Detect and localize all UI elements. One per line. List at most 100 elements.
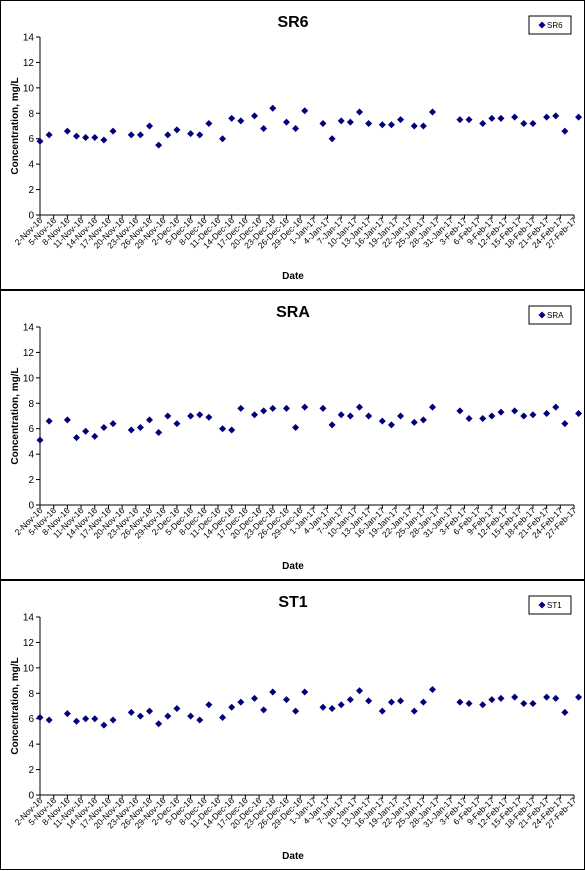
data-point bbox=[520, 119, 528, 127]
data-point bbox=[73, 132, 81, 140]
data-point bbox=[410, 707, 418, 715]
x-axis-title: Date bbox=[282, 561, 304, 572]
data-point bbox=[100, 423, 108, 431]
y-tick-label: 4 bbox=[28, 740, 34, 751]
data-point bbox=[346, 696, 354, 704]
data-point bbox=[419, 122, 427, 130]
legend-marker bbox=[538, 21, 546, 29]
data-point bbox=[561, 127, 569, 135]
data-point bbox=[136, 712, 144, 720]
chart-panel-sr6: SR6 0 2 4 6 8 10 12 14 2-Nov-16 5-Nov-16 8-Nov-16 11… bbox=[0, 0, 585, 290]
data-point bbox=[155, 429, 163, 437]
data-point bbox=[511, 693, 519, 701]
data-point bbox=[456, 698, 464, 706]
y-tick-label: 6 bbox=[28, 714, 34, 725]
data-point bbox=[378, 707, 386, 715]
chart-title-st1: ST1 bbox=[278, 594, 307, 611]
data-point bbox=[543, 409, 551, 417]
data-point bbox=[100, 721, 108, 729]
data-point bbox=[187, 130, 195, 138]
data-point bbox=[479, 701, 487, 709]
data-point bbox=[328, 421, 336, 429]
data-point bbox=[269, 688, 277, 696]
data-point bbox=[127, 426, 135, 434]
data-point bbox=[63, 127, 71, 135]
data-point bbox=[497, 408, 505, 416]
data-point bbox=[205, 413, 213, 421]
data-point bbox=[561, 708, 569, 716]
data-point bbox=[228, 703, 236, 711]
y-tick-label: 0 bbox=[28, 791, 34, 802]
data-point bbox=[301, 403, 309, 411]
y-tick-label: 0 bbox=[28, 501, 34, 512]
data-point bbox=[337, 411, 345, 419]
legend-box bbox=[528, 305, 572, 325]
data-point bbox=[82, 133, 90, 141]
data-point bbox=[319, 703, 327, 711]
legend: ST1 bbox=[528, 595, 572, 615]
data-point bbox=[36, 713, 44, 721]
data-point bbox=[465, 116, 473, 124]
chart-panel-st1: ST1 0 2 4 6 8 10 12 14 2-Nov-16 5-Nov-16 8-Nov-16 11… bbox=[0, 580, 585, 870]
chart-svg-st1: ST1024681012142-Nov-165-Nov-168-Nov-1611… bbox=[10, 594, 583, 862]
data-point bbox=[497, 114, 505, 122]
data-point bbox=[173, 420, 181, 428]
data-point bbox=[410, 122, 418, 130]
y-tick-label: 10 bbox=[23, 83, 35, 94]
data-point bbox=[219, 425, 227, 433]
data-point bbox=[575, 409, 583, 417]
data-point bbox=[355, 403, 363, 411]
legend-label: SR6 bbox=[547, 21, 563, 30]
data-point bbox=[488, 696, 496, 704]
data-point bbox=[219, 135, 227, 143]
data-point bbox=[91, 432, 99, 440]
data-point bbox=[292, 423, 300, 431]
data-point bbox=[365, 412, 373, 420]
data-point bbox=[136, 423, 144, 431]
y-tick-label: 14 bbox=[23, 33, 35, 44]
data-point bbox=[319, 404, 327, 412]
y-tick-label: 2 bbox=[28, 185, 34, 196]
x-axis-title: Date bbox=[282, 271, 304, 282]
data-point bbox=[91, 133, 99, 141]
data-point bbox=[575, 113, 583, 121]
data-point bbox=[552, 694, 560, 702]
data-point bbox=[196, 716, 204, 724]
data-point bbox=[196, 411, 204, 419]
data-point bbox=[328, 135, 336, 143]
data-point bbox=[575, 693, 583, 701]
data-point bbox=[552, 403, 560, 411]
data-point bbox=[429, 108, 437, 116]
data-point bbox=[82, 427, 90, 435]
data-point bbox=[465, 699, 473, 707]
data-point bbox=[100, 136, 108, 144]
legend-marker bbox=[538, 311, 546, 319]
chart-panel-sra: SRA 0 2 4 6 8 10 12 14 2-Nov-16 5-Nov-16 8-Nov-16 11… bbox=[0, 290, 585, 580]
data-point bbox=[187, 712, 195, 720]
data-point bbox=[82, 715, 90, 723]
data-point bbox=[429, 403, 437, 411]
data-point bbox=[529, 699, 537, 707]
data-point bbox=[282, 118, 290, 126]
data-point bbox=[397, 697, 405, 705]
data-point bbox=[73, 717, 81, 725]
data-point bbox=[497, 694, 505, 702]
data-point bbox=[410, 418, 418, 426]
data-point bbox=[73, 434, 81, 442]
y-tick-label: 14 bbox=[23, 323, 35, 334]
data-point bbox=[219, 713, 227, 721]
chart-title-sra: SRA bbox=[276, 304, 310, 321]
data-point bbox=[36, 436, 44, 444]
data-point bbox=[45, 417, 53, 425]
data-point bbox=[328, 705, 336, 713]
y-tick-label: 8 bbox=[28, 689, 34, 700]
data-point bbox=[251, 411, 259, 419]
data-point bbox=[520, 699, 528, 707]
data-point bbox=[282, 696, 290, 704]
data-point bbox=[237, 117, 245, 125]
chart-svg-sr6: SR6024681012142-Nov-165-Nov-168-Nov-1611… bbox=[10, 14, 583, 282]
data-point bbox=[109, 420, 117, 428]
data-point bbox=[365, 697, 373, 705]
data-point bbox=[269, 404, 277, 412]
data-point bbox=[146, 416, 154, 424]
